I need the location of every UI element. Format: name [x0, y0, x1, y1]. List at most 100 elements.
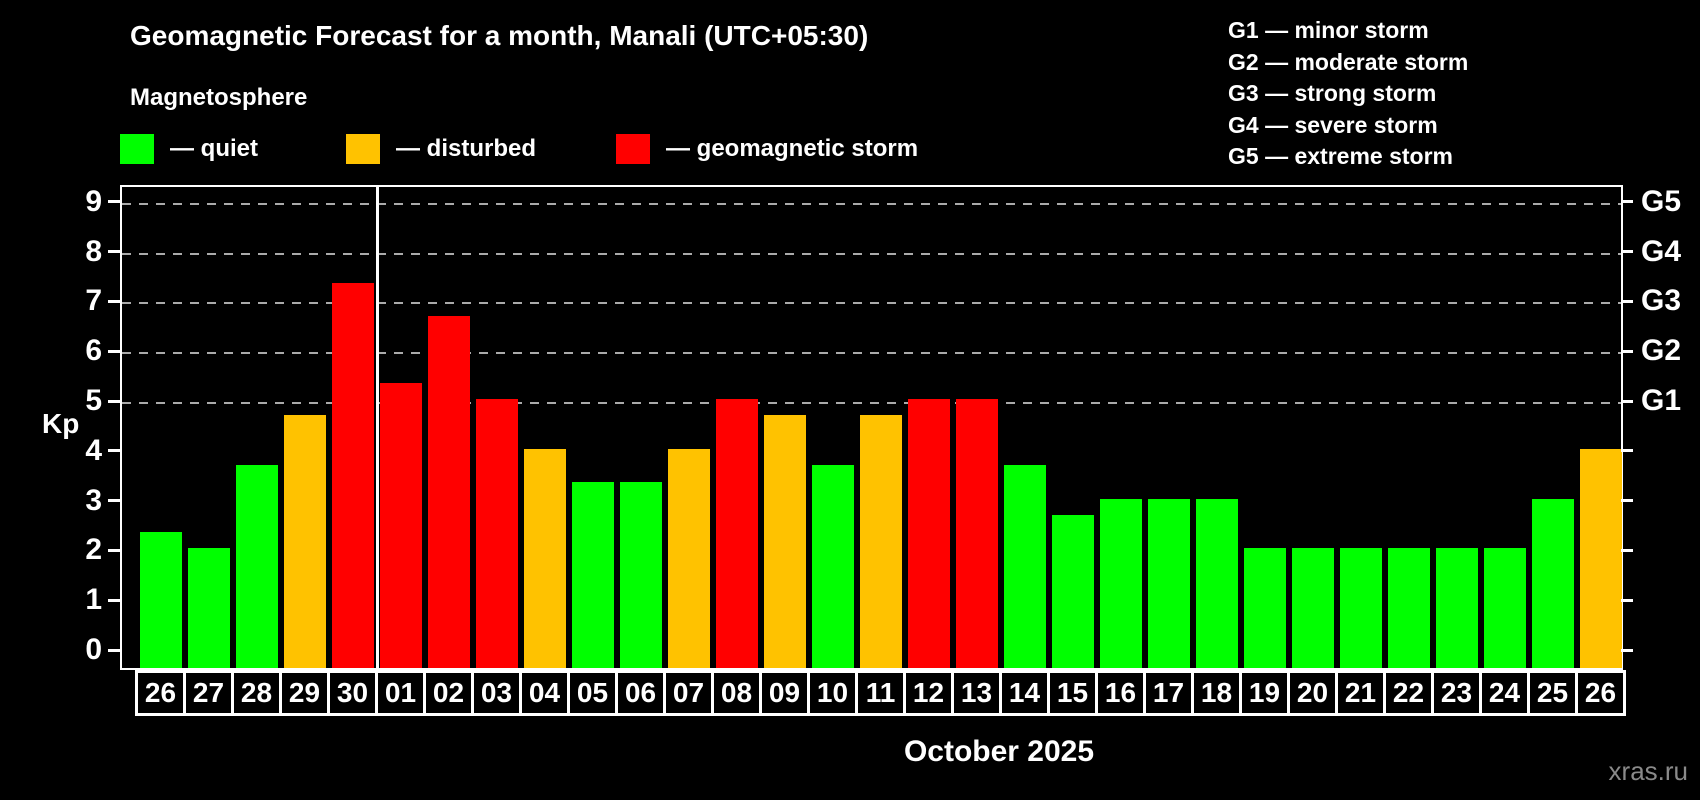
date-cell: 05: [567, 670, 618, 716]
legend-item-disturbed: — disturbed: [346, 134, 536, 164]
legend-item-storm: — geomagnetic storm: [616, 134, 918, 164]
kp-bar: [476, 399, 518, 668]
y-tick-left: [108, 399, 120, 403]
date-cell: 01: [375, 670, 426, 716]
y-tick-left: [108, 598, 120, 602]
kp-bar: [1292, 548, 1334, 668]
kp-bar: [380, 382, 422, 668]
gridline-kp8: [122, 252, 1621, 255]
chart-title: Geomagnetic Forecast for a month, Manali…: [130, 20, 869, 51]
kp-bar: [524, 448, 566, 668]
y-tick-right: [1621, 598, 1633, 602]
disturbed-color-swatch: [346, 134, 380, 164]
y-tick-left: [108, 349, 120, 353]
y-tick-left: [108, 299, 120, 303]
kp-bar: [140, 531, 182, 668]
y-tick-right: [1621, 399, 1633, 403]
kp-bar: [1340, 548, 1382, 668]
date-cell: 22: [1383, 670, 1434, 716]
g-axis-label: G2: [1641, 334, 1682, 368]
kp-bar: [1244, 548, 1286, 668]
date-cell: 21: [1335, 670, 1386, 716]
y-tick-right: [1621, 349, 1633, 353]
y-tick-label: 2: [85, 533, 102, 567]
gridline-kp6: [122, 352, 1621, 355]
date-cell: 15: [1047, 670, 1098, 716]
y-tick-label: 3: [85, 483, 102, 517]
g-legend-line: G2 — moderate storm: [1228, 48, 1469, 75]
watermark: xras.ru: [1608, 756, 1688, 786]
y-tick-left: [108, 200, 120, 204]
kp-bar: [620, 482, 662, 668]
y-tick-right: [1621, 200, 1633, 204]
y-tick-left: [108, 499, 120, 503]
y-tick-right: [1621, 299, 1633, 303]
g-axis-label: G4: [1641, 234, 1682, 268]
kp-bar: [908, 399, 950, 668]
date-cell: 25: [1527, 670, 1578, 716]
plot-area: [120, 185, 1623, 670]
y-tick-left: [108, 548, 120, 552]
gridline-kp5: [122, 402, 1621, 404]
date-cell: 16: [1095, 670, 1146, 716]
kp-bar: [332, 282, 374, 668]
g-legend-line: G4 — severe storm: [1228, 111, 1438, 138]
g-scale-legend: G1 — minor storm G2 — moderate storm G3 …: [1228, 15, 1468, 173]
date-cell: 29: [279, 670, 330, 716]
date-cell: 18: [1191, 670, 1242, 716]
y-tick-label: 6: [85, 334, 102, 368]
date-cell: 30: [327, 670, 378, 716]
legend-label: — quiet: [170, 135, 258, 162]
kp-bar: [668, 448, 710, 668]
kp-bar: [1484, 548, 1526, 668]
g-legend-line: G5 — extreme storm: [1228, 143, 1453, 169]
kp-bar: [284, 415, 326, 668]
kp-bar: [956, 399, 998, 668]
gridline-kp7: [122, 302, 1621, 305]
date-cell: 24: [1479, 670, 1530, 716]
date-cell: 26: [135, 670, 186, 716]
date-cell: 09: [759, 670, 810, 716]
y-tick-label: 7: [85, 284, 102, 318]
date-cell: 13: [951, 670, 1002, 716]
date-cell: 02: [423, 670, 474, 716]
x-axis-title: October 2025: [903, 735, 1095, 768]
date-cell: 11: [855, 670, 906, 716]
g-axis-label: G5: [1641, 184, 1682, 218]
y-tick-label: 9: [85, 184, 102, 218]
kp-bar: [1004, 465, 1046, 668]
date-cell: 10: [807, 670, 858, 716]
kp-bar: [716, 399, 758, 668]
legend-item-quiet: — quiet: [120, 134, 258, 164]
date-cell: 07: [663, 670, 714, 716]
kp-bar: [1100, 498, 1142, 668]
kp-bar: [1052, 515, 1094, 668]
legend-label: — geomagnetic storm: [666, 135, 919, 162]
y-tick-right: [1621, 250, 1633, 254]
y-tick-right: [1621, 548, 1633, 552]
y-tick-left: [108, 250, 120, 254]
chart-subtitle: Magnetosphere: [130, 84, 308, 111]
y-axis-title: Kp: [42, 408, 80, 439]
date-cell: 19: [1239, 670, 1290, 716]
storm-color-swatch: [616, 134, 650, 164]
kp-status-legend: — quiet — disturbed — geomagnetic storm: [0, 134, 1100, 168]
y-tick-label: 1: [85, 583, 102, 617]
y-tick-label: 4: [85, 433, 102, 467]
date-cell: 17: [1143, 670, 1194, 716]
y-tick-left: [108, 648, 120, 652]
date-cell: 14: [999, 670, 1050, 716]
date-cell: 27: [183, 670, 234, 716]
kp-bar: [1196, 498, 1238, 668]
gridline-kp9: [122, 202, 1621, 205]
y-tick-left: [108, 449, 120, 453]
kp-bar: [188, 548, 230, 668]
g-legend-line: G1 — minor storm: [1228, 17, 1429, 43]
kp-bar: [572, 482, 614, 668]
kp-bar: [236, 465, 278, 668]
y-tick-label: 8: [85, 234, 102, 268]
date-cell: 26: [1575, 670, 1626, 716]
kp-bar: [1388, 548, 1430, 668]
kp-bar: [1580, 448, 1622, 668]
